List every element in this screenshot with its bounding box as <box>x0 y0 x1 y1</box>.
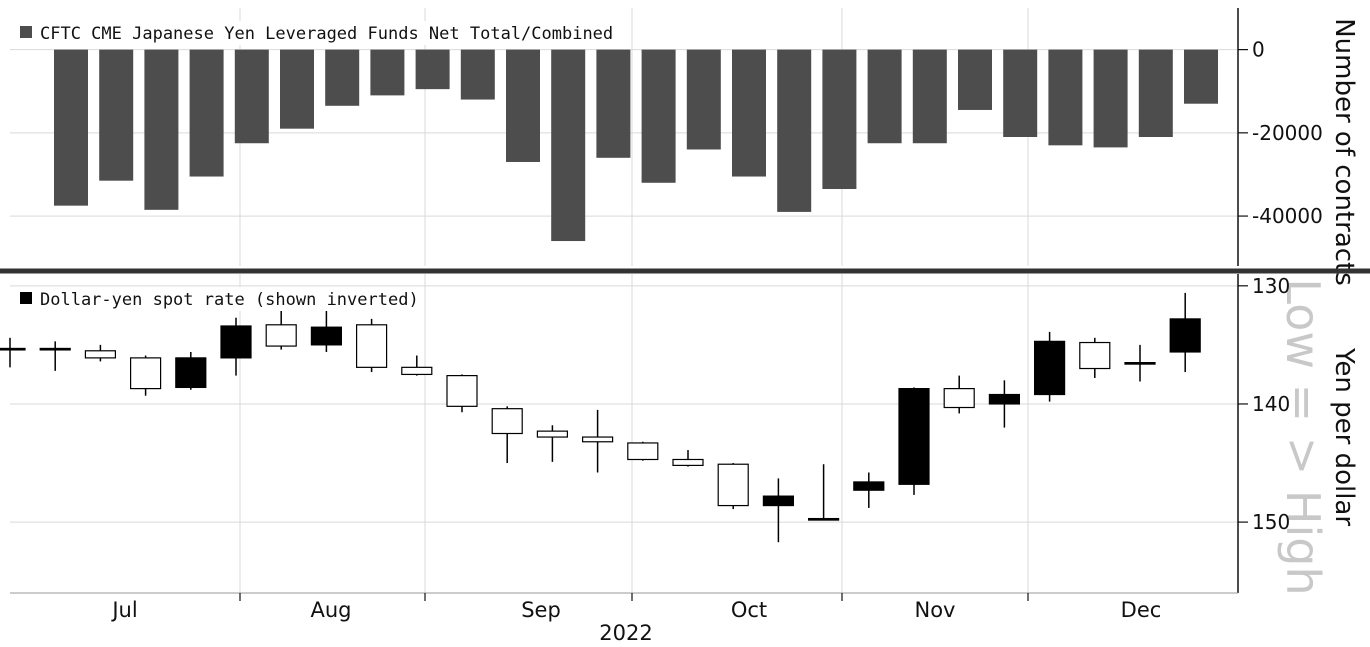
candle-body <box>175 357 207 389</box>
candle-body <box>853 481 885 491</box>
candle-body <box>446 375 478 407</box>
bar <box>54 49 88 206</box>
candle-legend-swatch <box>20 292 32 304</box>
bar <box>686 49 721 150</box>
candle-body <box>988 393 1021 405</box>
bar <box>1003 49 1038 138</box>
bar-y-tick-label: -40000 <box>1252 204 1323 228</box>
candle-y-tick-label: 140 <box>1252 392 1290 416</box>
inversion-annotation: Low = > High <box>1276 278 1330 595</box>
candle-body <box>0 347 26 351</box>
bar-legend: CFTC CME Japanese Yen Leveraged Funds Ne… <box>20 21 627 45</box>
candle-body <box>807 517 840 521</box>
candle-body <box>356 324 388 368</box>
bar <box>370 49 405 96</box>
bar <box>641 49 676 183</box>
candle-y-tick-label: 130 <box>1252 274 1290 298</box>
x-axis-year-label: 2022 <box>599 621 652 645</box>
bar <box>280 49 314 129</box>
bar <box>506 49 540 162</box>
bar-series <box>54 49 1218 242</box>
bar <box>1184 49 1218 104</box>
bar-panel: CFTC CME Japanese Yen Leveraged Funds Ne… <box>10 8 1359 286</box>
candle-body <box>220 325 252 359</box>
bar <box>99 49 134 181</box>
candle-body <box>130 357 162 390</box>
x-axis: 2022 Jul Aug Sep Oct Nov Dec <box>10 592 1238 645</box>
candle-body <box>581 436 614 443</box>
candle-legend-bg <box>37 287 407 311</box>
bar-legend-bg <box>37 21 627 45</box>
candle-body <box>1124 362 1156 365</box>
bar-legend-swatch <box>20 26 32 38</box>
bar-legend-label: CFTC CME Japanese Yen Leveraged Funds Ne… <box>40 24 613 44</box>
bar-y-tick-label: -20000 <box>1252 121 1323 145</box>
x-tick-label: Sep <box>521 598 561 622</box>
bar <box>551 49 586 242</box>
candle-body <box>762 495 795 507</box>
candle-gridlines <box>10 274 1238 593</box>
bar <box>1093 49 1128 148</box>
bar <box>596 49 631 158</box>
bar <box>732 49 766 177</box>
bar <box>234 49 269 144</box>
bar <box>325 49 360 106</box>
candle-body <box>627 442 659 461</box>
candle-body <box>491 408 523 435</box>
candle-body <box>672 458 704 466</box>
x-tick-label: Nov <box>915 598 956 622</box>
candle-body <box>717 463 749 507</box>
candle-y-tick-label: 150 <box>1252 510 1290 534</box>
candle-panel: Low = > High Dollar-yen spot rate (shown… <box>0 274 1359 596</box>
candle-body <box>1079 341 1111 370</box>
candle-body <box>401 366 433 376</box>
candle-body <box>943 388 975 409</box>
candle-body <box>536 430 569 438</box>
candle-body <box>39 347 71 351</box>
bar <box>912 49 947 144</box>
bar <box>958 49 992 110</box>
x-tick-label: Jul <box>110 598 137 622</box>
candle-legend: Dollar-yen spot rate (shown inverted) <box>20 287 419 311</box>
candle-body <box>1169 318 1201 353</box>
bar-y-tick-label: 0 <box>1252 38 1265 62</box>
candle-body <box>265 324 297 347</box>
bar <box>460 49 495 100</box>
x-tick-label: Aug <box>310 598 351 622</box>
bar <box>415 49 450 90</box>
candle-body <box>84 350 117 359</box>
candle-body <box>310 326 342 346</box>
x-tick-label: Dec <box>1121 598 1162 622</box>
candle-body <box>898 388 930 485</box>
bar <box>867 49 902 144</box>
candle-series <box>0 292 1201 543</box>
candle-body <box>1033 340 1066 396</box>
bar <box>1048 49 1083 146</box>
bar <box>822 49 857 190</box>
x-tick-label: Oct <box>731 598 767 622</box>
candle-y-axis: 130 140 150 <box>1237 274 1290 593</box>
bar-y-axis-label: Number of contracts <box>1329 18 1359 286</box>
bar-y-axis: 0 -20000 -40000 <box>1237 8 1323 266</box>
bar <box>1138 49 1173 138</box>
bar <box>189 49 224 177</box>
bar <box>777 49 812 212</box>
bar <box>144 49 179 210</box>
candle-legend-label: Dollar-yen spot rate (shown inverted) <box>40 290 419 310</box>
candle-y-axis-label: Yen per dollar <box>1329 347 1359 526</box>
